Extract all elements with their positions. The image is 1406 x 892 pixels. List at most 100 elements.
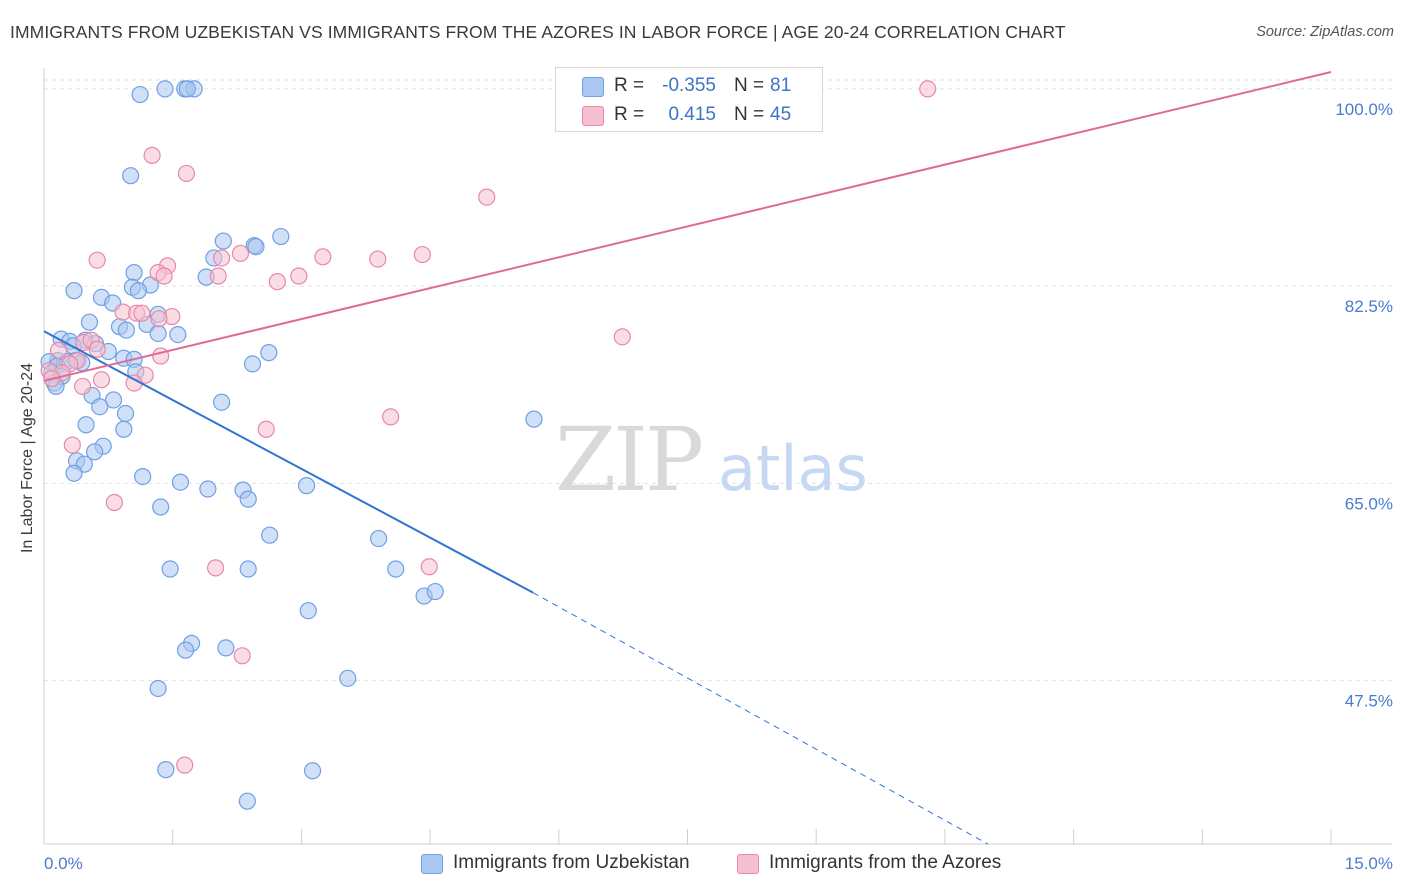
azores-point [919,80,937,98]
uzbekistan-point [149,324,167,343]
legend-r-label: R = [614,104,645,125]
watermark-atlas: atlas [718,432,868,505]
legend-r-value-uzbekistan: -0.355 [662,75,716,96]
uzbekistan-point [104,391,123,409]
series-azores-points [40,80,937,774]
uzbekistan-point [260,344,278,362]
uzbekistan-point [169,325,187,344]
uzbekistan-point [116,404,135,423]
legend-row-azores: R = 0.415 N = 45 [556,101,822,131]
axes [43,68,1392,845]
azores-point [207,559,225,577]
azores-point [613,328,631,346]
azores-point [49,341,68,359]
uzbekistan-point [122,167,140,185]
uzbekistan-point [115,420,133,438]
gridlines [44,79,1392,682]
uzbekistan-point [171,473,190,491]
azores-point [268,273,286,291]
azores-point [382,408,400,426]
uzbekistan-point [261,526,279,544]
trend-lines [43,71,1332,845]
watermark: ZIP atlas [555,408,868,511]
uzbekistan-point [213,393,231,411]
uzbekistan-point [91,398,109,416]
uzbekistan-point [86,443,104,461]
uzbekistan-point [387,560,405,578]
azores-point [88,251,106,269]
uzbekistan-point [247,238,265,256]
azores-point [478,188,496,206]
legend-n-label: N = [734,75,765,96]
azores-trend-line [43,71,1332,382]
uzbekistan-point [176,641,195,659]
legend-n-value-azores: 45 [770,104,792,125]
azores-point [150,310,168,328]
uzbekistan-point [149,679,167,698]
legend-n-value-uzbekistan: 81 [770,75,792,96]
source-credit: Source: ZipAtlas.com [1256,24,1394,40]
stats-legend: R = -0.355 N = 81 R = 0.415 N = 45 [555,67,823,132]
uzbekistan-point [217,639,235,657]
y-tick-label: 65.0% [1345,494,1393,513]
uzbekistan-point [238,792,256,810]
legend-r-value-azores: 0.415 [668,104,716,125]
uzbekistan-point [239,560,257,578]
legend-swatch-azores [582,106,604,126]
azores-point [209,267,227,285]
uzbekistan-trend-line [43,330,534,594]
azores-point [143,146,161,164]
azores-point [133,304,151,322]
azores-point [74,377,92,396]
uzbekistan-point [131,85,149,104]
uzbekistan-point [303,762,322,780]
uzbekistan-point [65,464,83,482]
legend-label-uzbekistan: Immigrants from Uzbekistan [453,852,690,873]
watermark-zip: ZIP [555,408,702,511]
uzbekistan-point [525,410,543,428]
azores-point [88,340,106,358]
y-tick-label: 100.0% [1335,100,1393,119]
uzbekistan-point [157,761,175,779]
uzbekistan-point [199,480,217,498]
azores-point [155,267,173,285]
uzbekistan-point [65,282,83,300]
azores-point [213,249,231,267]
azores-point [176,756,194,774]
uzbekistan-point [243,355,262,373]
azores-point [233,647,251,665]
uzbekistan-point [156,80,174,98]
uzbekistan-point [239,490,257,508]
azores-point [369,250,387,268]
uzbekistan-point [80,313,99,331]
legend-swatch-uzbekistan [421,854,443,874]
azores-point [314,248,332,266]
uzbekistan-point [370,529,388,548]
uzbekistan-point [161,560,179,578]
x-tick-label: 0.0% [44,854,83,873]
azores-point [231,244,250,263]
azores-point [177,164,196,183]
x-tick-label: 15.0% [1345,854,1393,873]
y-tick-label: 47.5% [1345,692,1393,711]
legend-r-label: R = [614,75,645,96]
legend-swatch-azores [737,854,759,874]
azores-point [105,493,123,512]
legend-n-label: N = [734,104,765,125]
series-legend: Immigrants from Uzbekistan Immigrants fr… [0,852,1406,878]
y-tick-label: 82.5% [1345,297,1393,316]
azores-point [152,347,170,365]
uzbekistan-point [129,282,147,300]
uzbekistan-point [214,232,232,250]
uzbekistan-point [152,498,170,516]
uzbekistan-point [77,416,95,434]
uzbekistan-trend-extension [532,592,989,845]
azores-point [63,436,81,454]
uzbekistan-point [297,477,316,495]
legend-row-uzbekistan: R = -0.355 N = 81 [556,72,822,102]
azores-point [420,558,438,576]
uzbekistan-point [339,669,357,687]
uzbekistan-point [125,264,143,282]
legend-label-azores: Immigrants from the Azores [769,852,1002,873]
